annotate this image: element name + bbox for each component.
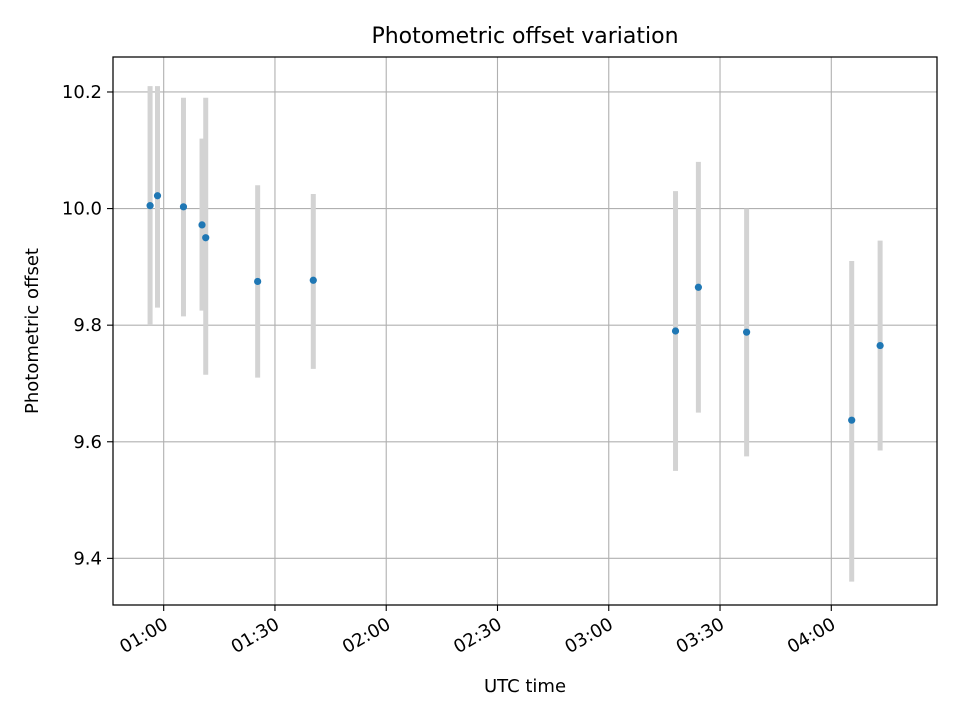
data-point (671, 327, 680, 335)
data-point (198, 221, 206, 229)
data-point (179, 203, 188, 211)
data-point (848, 416, 856, 424)
plot-area (113, 57, 937, 605)
data-point (309, 276, 317, 284)
y-tick-label: 9.6 (73, 432, 102, 453)
data-point (202, 234, 210, 242)
y-tick-label: 9.4 (73, 548, 102, 569)
y-tick-label: 10.2 (62, 82, 102, 103)
y-tick-label: 10.0 (62, 199, 102, 220)
data-point (146, 202, 154, 210)
x-axis-label: UTC time (484, 676, 566, 697)
data-point (694, 283, 702, 291)
data-points (146, 192, 884, 424)
chart-title: Photometric offset variation (371, 24, 678, 49)
y-axis: 9.4 9.6 9.8 10.0 10.2 (62, 82, 113, 569)
plot-frame (112, 56, 938, 606)
grid (113, 57, 937, 605)
data-point (876, 341, 884, 350)
data-point (153, 192, 162, 200)
data-point (254, 277, 262, 286)
data-point (743, 328, 751, 336)
y-axis-label: Photometric offset (22, 248, 43, 414)
y-tick-label: 9.8 (73, 315, 102, 336)
